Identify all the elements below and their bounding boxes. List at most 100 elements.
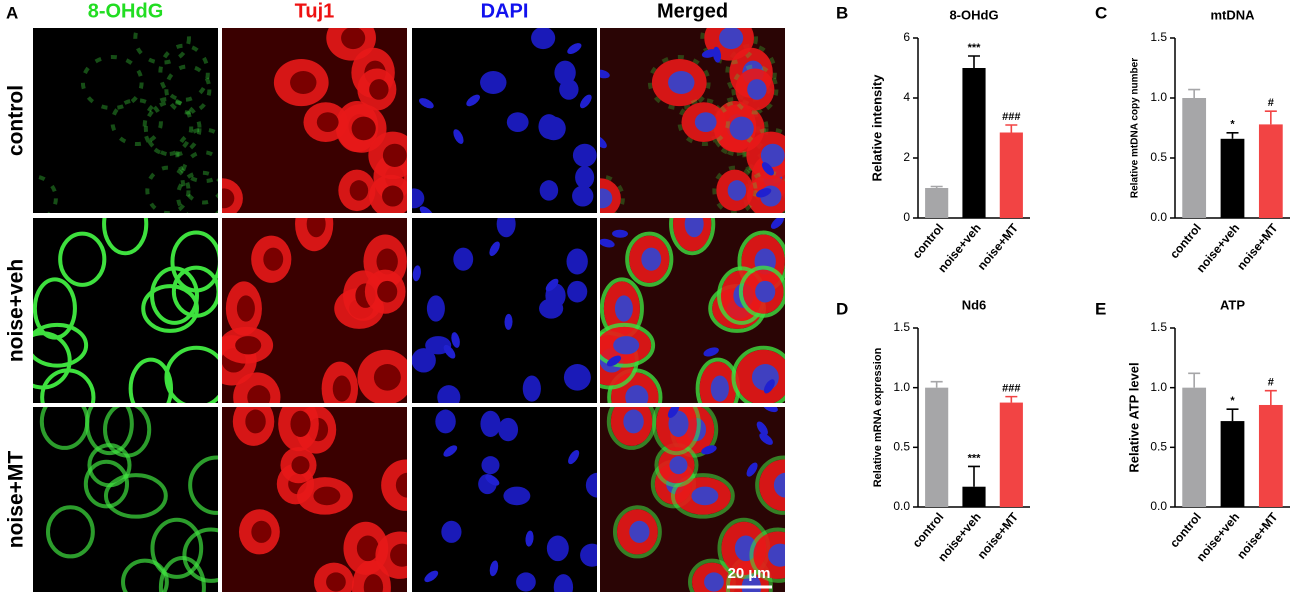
nucleus [412, 348, 436, 373]
cell-nucleus [719, 28, 744, 50]
nucleus [496, 218, 516, 238]
nucleus [531, 28, 556, 50]
cell-nucleus [291, 456, 310, 475]
small-nucleus [756, 421, 768, 436]
cell-nucleus [356, 535, 379, 562]
cell-ring [133, 28, 191, 65]
small-nucleus [485, 474, 500, 486]
cell-nucleus [625, 385, 649, 403]
nucleus [412, 188, 425, 209]
nucleus [580, 543, 597, 567]
cell-nucleus [668, 71, 695, 95]
x-tick-label: control [910, 510, 947, 550]
small-nucleus [443, 344, 456, 359]
chart-title: ATP [1220, 297, 1245, 312]
nucleus [553, 574, 574, 592]
cell-ring [731, 64, 779, 115]
small-nucleus [763, 379, 775, 394]
cell-ring [128, 357, 174, 403]
cell-body [381, 459, 407, 511]
small-nucleus [568, 450, 580, 465]
error-bar [1226, 408, 1239, 422]
cell-ring [158, 556, 206, 592]
micrograph [600, 28, 785, 213]
small-nucleus [600, 238, 615, 248]
cell-nucleus [641, 247, 662, 271]
panel-label: B [836, 3, 848, 22]
cell-ring [164, 345, 218, 403]
y-tick-label: 1.0 [1150, 380, 1167, 394]
error-bar [1005, 124, 1018, 133]
cell-ring [85, 407, 134, 456]
micrograph [222, 28, 407, 213]
significance-label: * [1230, 119, 1235, 131]
cell-nucleus [263, 247, 284, 271]
cell-nucleus [382, 185, 404, 207]
small-nucleus [545, 278, 559, 292]
error-bar [968, 55, 980, 68]
bar [1182, 387, 1207, 507]
cell-nucleus [236, 295, 255, 322]
cell-ring [83, 459, 130, 509]
cell-ring [33, 174, 58, 213]
small-nucleus [525, 530, 534, 547]
row-label: noise+veh [5, 259, 28, 362]
micrograph-background [33, 407, 218, 592]
error-bar [1188, 372, 1201, 388]
nucleus [498, 417, 519, 442]
y-axis-label: Relative intensity [869, 74, 884, 182]
cell-ring [188, 455, 218, 515]
micrograph [600, 218, 785, 403]
cell-ring [141, 284, 199, 333]
small-nucleus [453, 129, 464, 144]
error-bar [1005, 395, 1018, 403]
cell-ring [669, 218, 716, 256]
nucleus [546, 535, 569, 562]
cell-ring [102, 218, 149, 256]
cell-ring [145, 165, 191, 213]
small-nucleus [667, 407, 680, 418]
cell-nucleus [395, 472, 407, 498]
cell-nucleus [704, 572, 724, 592]
y-tick-label: 0.0 [1150, 499, 1167, 513]
nucleus [437, 385, 461, 403]
micrograph [33, 218, 218, 403]
micrograph [222, 407, 407, 592]
significance-label: # [1268, 377, 1274, 389]
significance-label: *** [968, 452, 982, 464]
cell-nucleus [755, 280, 776, 303]
bar [999, 402, 1023, 507]
row-label: control [5, 85, 28, 156]
y-tick-label: 1.5 [1150, 30, 1167, 44]
chart-title: mtDNA [1210, 7, 1255, 22]
cell-nucleus [684, 218, 704, 238]
bar [1220, 421, 1245, 507]
bar [1182, 98, 1207, 218]
small-nucleus [612, 229, 629, 238]
micrograph-background [33, 218, 218, 403]
small-nucleus [703, 347, 719, 357]
micrograph [33, 28, 218, 213]
cell-ring [647, 54, 711, 111]
bar [962, 68, 986, 218]
nucleus [441, 520, 462, 543]
bar [962, 486, 986, 507]
cell-nucleus [290, 410, 311, 438]
cell-ring [143, 100, 202, 157]
cell-nucleus [668, 410, 689, 438]
micrograph [33, 407, 218, 592]
cell-ring [87, 443, 132, 488]
cell-ring [742, 127, 785, 184]
bar [925, 387, 949, 507]
bar [1220, 138, 1245, 218]
nucleus [559, 79, 579, 100]
cell-nucleus [691, 486, 719, 506]
cell-ring [80, 54, 144, 111]
cell-nucleus [710, 375, 729, 402]
column-header: Tuj1 [295, 0, 335, 22]
cell-nucleus [377, 280, 398, 303]
cell-ring [670, 473, 735, 519]
cell-ring [749, 527, 785, 583]
cell-ring [180, 150, 218, 205]
nucleus [541, 116, 566, 141]
